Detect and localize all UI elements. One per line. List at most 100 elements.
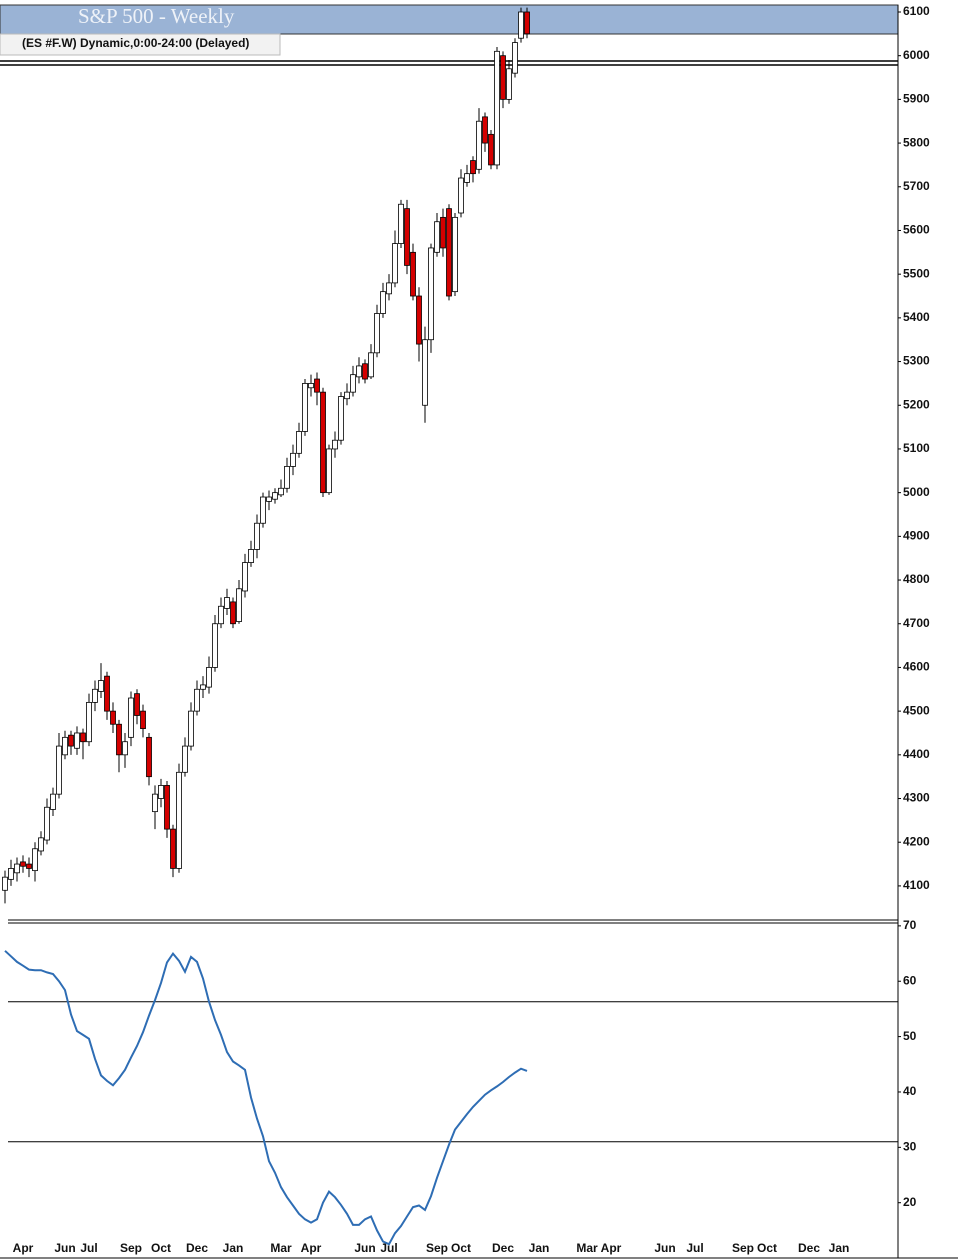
y-tick-label: 4500 bbox=[903, 703, 930, 717]
candle-body bbox=[494, 50, 500, 166]
candle-body bbox=[62, 736, 68, 756]
y-tick-label: 30 bbox=[903, 1140, 917, 1154]
candle-body bbox=[422, 339, 428, 406]
y-tick-label: 5800 bbox=[903, 135, 930, 149]
candle-body bbox=[116, 723, 122, 756]
candle-body bbox=[500, 55, 506, 100]
x-tick-label: Oct bbox=[151, 1241, 171, 1255]
x-tick-label: Sep bbox=[120, 1241, 142, 1255]
title-bar bbox=[0, 4, 899, 35]
candle-body bbox=[338, 396, 344, 441]
x-tick-label: Apr bbox=[601, 1241, 622, 1255]
candle-body bbox=[326, 448, 332, 494]
y-tick-label: 4300 bbox=[903, 791, 930, 805]
candle-body bbox=[224, 597, 230, 609]
chart-title: S&P 500 - Weekly bbox=[78, 4, 235, 28]
candle-body bbox=[248, 549, 254, 563]
y-tick-label: 5500 bbox=[903, 266, 930, 280]
candle-body bbox=[386, 282, 392, 295]
candle-body bbox=[344, 391, 350, 400]
x-tick-label: Jan bbox=[829, 1241, 850, 1255]
x-tick-label: Sep bbox=[426, 1241, 448, 1255]
candle-body bbox=[230, 601, 236, 625]
candle-body bbox=[38, 837, 44, 852]
candle-body bbox=[32, 848, 38, 872]
candle-body bbox=[176, 771, 182, 869]
candle-body bbox=[476, 120, 482, 170]
candle-body bbox=[86, 701, 92, 743]
candle-body bbox=[50, 793, 56, 810]
oscillator-line bbox=[4, 950, 528, 1246]
candle-body bbox=[14, 863, 20, 874]
candle-body bbox=[416, 295, 422, 345]
candle-body bbox=[506, 68, 512, 100]
candle-body bbox=[308, 383, 314, 389]
y-tick-label: 60 bbox=[903, 973, 917, 987]
x-tick-label: Sep bbox=[732, 1241, 754, 1255]
x-tick-label: Mar bbox=[576, 1241, 598, 1255]
y-tick-label: 5300 bbox=[903, 354, 930, 368]
candle-body bbox=[140, 710, 146, 730]
candle-body bbox=[2, 876, 8, 891]
y-tick-label: 20 bbox=[903, 1195, 917, 1209]
x-tick-label: Jan bbox=[223, 1241, 244, 1255]
candle-body bbox=[410, 251, 416, 297]
y-tick-label: 5000 bbox=[903, 485, 930, 499]
y-tick-label: 40 bbox=[903, 1084, 917, 1098]
y-tick-label: 4700 bbox=[903, 616, 930, 630]
y-tick-label: 5100 bbox=[903, 441, 930, 455]
subtitle-box bbox=[0, 33, 281, 56]
x-tick-label: Jan bbox=[529, 1241, 550, 1255]
candle-body bbox=[380, 291, 386, 314]
candle-body bbox=[236, 588, 242, 622]
chart-subtitle: (ES #F.W) Dynamic,0:00-24:00 (Delayed) bbox=[22, 36, 249, 50]
y-tick-label: 4100 bbox=[903, 878, 930, 892]
candle-body bbox=[518, 11, 524, 39]
candle-body bbox=[284, 466, 290, 489]
candle-body bbox=[182, 745, 188, 773]
x-tick-label: Jun bbox=[654, 1241, 675, 1255]
candle-body bbox=[80, 732, 86, 743]
candle-body bbox=[452, 216, 458, 293]
y-tick-label: 4600 bbox=[903, 660, 930, 674]
y-tick-label: 5600 bbox=[903, 223, 930, 237]
candle-body bbox=[110, 710, 116, 725]
candle-body bbox=[68, 734, 74, 747]
candle-body bbox=[362, 363, 368, 380]
candle-body bbox=[332, 439, 338, 450]
candle-body bbox=[56, 745, 62, 795]
candle-body bbox=[368, 352, 374, 378]
candle-body bbox=[134, 693, 140, 716]
y-tick-label: 70 bbox=[903, 918, 917, 932]
candle-body bbox=[398, 203, 404, 244]
x-tick-label: Mar bbox=[270, 1241, 292, 1255]
candle-body bbox=[122, 741, 128, 756]
candle-body bbox=[272, 492, 278, 500]
candle-body bbox=[74, 732, 80, 749]
candle-body bbox=[218, 605, 224, 625]
candle-body bbox=[164, 785, 170, 830]
candle-body bbox=[158, 785, 164, 799]
candle-body bbox=[104, 675, 110, 712]
candle-body bbox=[356, 365, 362, 378]
y-tick-label: 4200 bbox=[903, 834, 930, 848]
y-tick-label: 5200 bbox=[903, 397, 930, 411]
y-tick-label: 4900 bbox=[903, 529, 930, 543]
candle-body bbox=[488, 133, 494, 166]
candle-body bbox=[98, 680, 104, 692]
candle-body bbox=[374, 313, 380, 354]
candle-body bbox=[428, 247, 434, 341]
x-tick-label: Dec bbox=[492, 1241, 514, 1255]
candle-body bbox=[434, 221, 440, 253]
y-tick-label: 5400 bbox=[903, 310, 930, 324]
candle-body bbox=[404, 208, 410, 266]
candle-body bbox=[266, 496, 272, 502]
candle-body bbox=[8, 868, 14, 880]
y-tick-label: 5900 bbox=[903, 92, 930, 106]
x-tick-label: Apr bbox=[301, 1241, 322, 1255]
x-tick-label: Dec bbox=[186, 1241, 208, 1255]
candle-body bbox=[152, 793, 158, 813]
candle-body bbox=[20, 861, 26, 867]
candle-body bbox=[200, 684, 206, 690]
